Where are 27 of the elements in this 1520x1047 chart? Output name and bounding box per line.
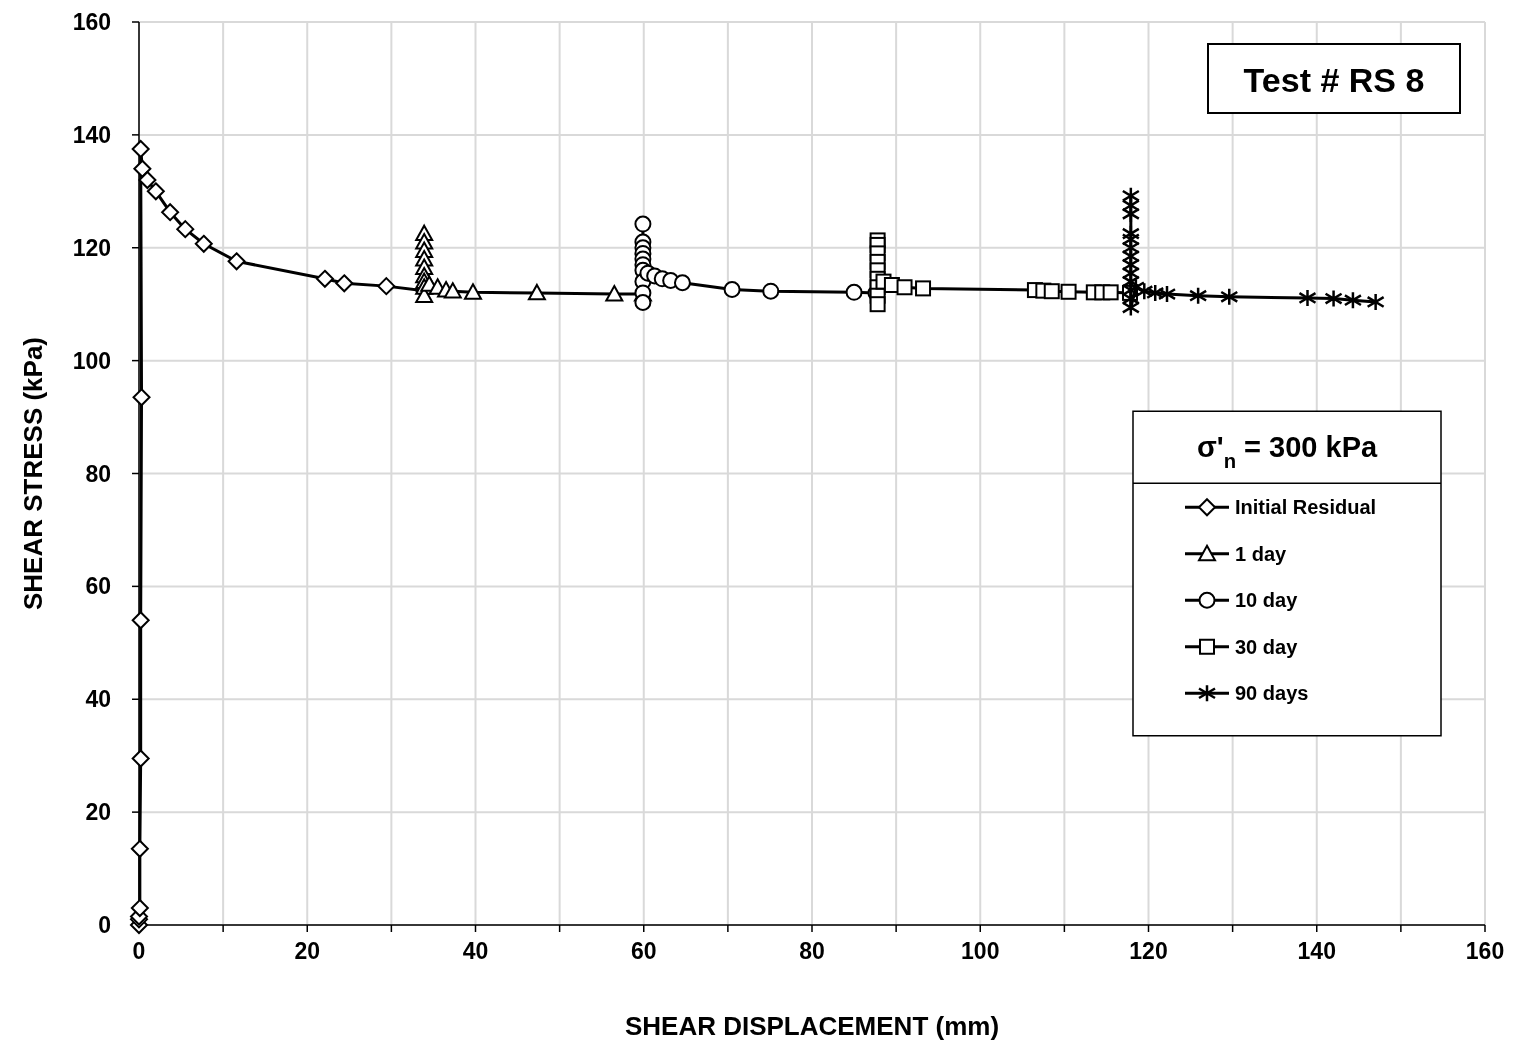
legend-label: 30 day <box>1235 635 1299 658</box>
y-tick-label: 140 <box>72 121 111 148</box>
x-tick-label: 80 <box>799 938 825 964</box>
x-tick-label: 60 <box>630 938 657 964</box>
y-tick-label: 100 <box>72 347 111 374</box>
y-tick-label: 0 <box>98 912 111 938</box>
y-tick-label: 80 <box>85 460 111 487</box>
y-tick-label: 60 <box>85 573 111 600</box>
y-tick-label: 120 <box>72 234 111 261</box>
y-axis-title: SHEAR STRESS (kPa) <box>18 336 48 611</box>
legend-title: σ'$_{n}$ = 300 kPa <box>1196 431 1378 473</box>
legend-label: 10 day <box>1235 589 1299 612</box>
x-axis-title: SHEAR DISPLACEMENT (mm) <box>624 1011 1000 1041</box>
y-tick-label: 160 <box>72 9 111 35</box>
x-tick-label: 140 <box>1297 938 1336 964</box>
legend-label: Initial Residual <box>1235 496 1377 519</box>
x-tick-label: 120 <box>1129 938 1168 964</box>
x-tick-label: 100 <box>961 938 1000 964</box>
x-tick-label: 0 <box>132 938 146 964</box>
x-tick-label: 20 <box>294 938 321 964</box>
legend-label: 1 day <box>1235 542 1288 565</box>
x-tick-label: 160 <box>1465 938 1505 964</box>
y-tick-label: 40 <box>85 686 111 713</box>
text: Test # RS 8 <box>1243 61 1425 99</box>
legend-label: 90 days <box>1235 682 1309 705</box>
x-tick-label: 40 <box>462 938 489 964</box>
y-tick-label: 20 <box>85 799 111 826</box>
